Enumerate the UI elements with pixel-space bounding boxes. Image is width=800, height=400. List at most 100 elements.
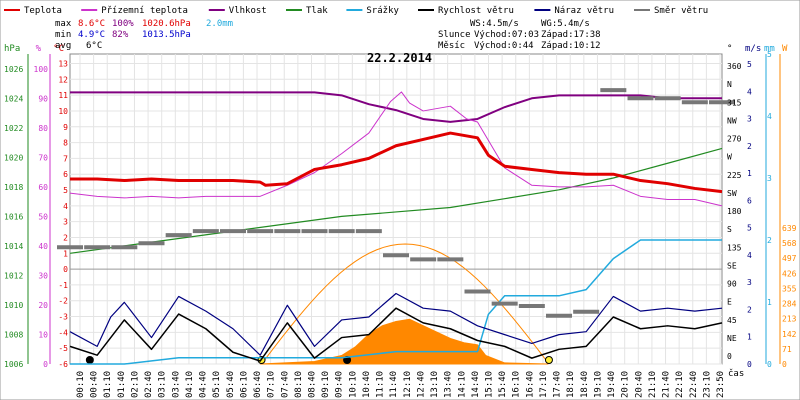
temp-tick-label: 12 xyxy=(58,75,68,84)
ms-tick-label: 4 xyxy=(747,87,752,96)
hum-tick-label: 0 xyxy=(43,360,48,369)
temp-tick-label: 11 xyxy=(58,91,68,100)
temp-tick-label: 9 xyxy=(63,123,68,132)
x-tick-label: 00:40 xyxy=(90,371,100,398)
x-tick-label: 23:50 xyxy=(716,371,726,398)
ms-tick-label: 2 xyxy=(747,142,752,151)
stats-avg-label: avg xyxy=(55,41,71,51)
sun-label: Slunce xyxy=(438,30,471,40)
sunset-marker xyxy=(544,356,553,364)
hum-tick-label: 80 xyxy=(38,124,48,133)
x-tick-label: 16:10 xyxy=(512,371,522,398)
temp-tick-label: -5 xyxy=(58,344,68,353)
sun-rise: Východ:07:03 xyxy=(474,30,539,40)
hum-tick-label: 90 xyxy=(38,94,48,103)
temp-tick-label: 8 xyxy=(63,139,68,148)
hum-tick-label: 50 xyxy=(38,212,48,221)
hpa-tick-label: 1022 xyxy=(4,124,23,133)
dir-tick-label: 135 xyxy=(727,243,742,252)
x-tick-label: 20:10 xyxy=(621,371,631,398)
stats-min-temp: 4.9°C xyxy=(78,30,105,40)
x-tick-label: 21:40 xyxy=(662,371,672,398)
x-tick-label: 09:10 xyxy=(321,371,331,398)
moon-rise: Východ:0:44 xyxy=(474,41,534,51)
mm-axis-label: mm xyxy=(764,44,775,54)
w-tick-label: 426 xyxy=(782,269,797,278)
x-tick-label: 13:40 xyxy=(444,371,454,398)
ms-tick-label: 4 xyxy=(747,251,752,260)
ms-tick-label: 2 xyxy=(747,305,752,314)
x-tick-label: 01:40 xyxy=(117,371,127,398)
x-tick-label: 12:40 xyxy=(416,371,426,398)
temp-tick-label: 13 xyxy=(58,59,68,68)
x-tick-label: 21:10 xyxy=(648,371,658,398)
dir-tick-label: N xyxy=(727,80,732,89)
stats-max-temp: 8.6°C xyxy=(78,19,105,29)
temp-tick-label: -2 xyxy=(58,297,68,306)
x-tick-label: 10:40 xyxy=(362,371,372,398)
temp-tick-label: -6 xyxy=(58,360,68,369)
ms-tick-label: 3 xyxy=(747,115,752,124)
x-tick-label: 10:10 xyxy=(348,371,358,398)
solar-radiation-area xyxy=(260,318,549,365)
x-tick-label: 11:10 xyxy=(376,371,386,398)
x-tick-label: 03:40 xyxy=(171,371,181,398)
legend-label: Teplota xyxy=(24,6,62,16)
temp-axis-label: °C xyxy=(53,44,64,54)
humidity-line xyxy=(70,91,722,123)
x-tick-label: 05:40 xyxy=(226,371,236,398)
x-tick-label: 15:10 xyxy=(485,371,495,398)
ms-tick-label: 5 xyxy=(747,60,752,69)
rain-line xyxy=(70,239,722,365)
hpa-tick-label: 1010 xyxy=(4,301,23,310)
hum-tick-label: 70 xyxy=(38,153,48,162)
w-tick-label: 71 xyxy=(782,345,792,354)
hpa-tick-label: 1026 xyxy=(4,65,23,74)
x-tick-label: 01:10 xyxy=(103,371,113,398)
x-tick-label: 05:10 xyxy=(212,371,222,398)
dir-tick-label: SW xyxy=(727,189,737,198)
dir-tick-label: NE xyxy=(727,334,737,343)
series-lines xyxy=(57,88,735,365)
dir-axis-label: ° xyxy=(727,44,732,54)
mm-tick-label: 2 xyxy=(767,236,772,245)
x-tick-label: 07:40 xyxy=(280,371,290,398)
w-tick-label: 213 xyxy=(782,315,797,324)
axes: 00:10 00:40 01:10 01:40 02:10 02:40 03:10 03:40… xyxy=(4,44,797,398)
dir-tick-label: 90 xyxy=(727,280,737,289)
wind-speed-line xyxy=(69,307,723,362)
temp-tick-label: 10 xyxy=(58,107,68,116)
legend: Teplota Přízemní teplota Vlhkost Tlak Srážky… xyxy=(4,6,708,16)
x-tick-label: 14:40 xyxy=(471,371,481,398)
w-tick-label: 142 xyxy=(782,330,797,339)
hum-tick-label: 60 xyxy=(38,183,48,192)
x-tick-label: 02:40 xyxy=(144,371,154,398)
hpa-axis-label: hPa xyxy=(4,44,20,54)
x-axis-label: čas xyxy=(728,368,744,379)
legend-label: Srážky xyxy=(366,6,399,16)
temp-tick-label: -3 xyxy=(58,313,68,322)
hum-tick-label: 10 xyxy=(38,330,48,339)
dir-tick-label: 0 xyxy=(727,352,732,361)
ms-tick-label: 5 xyxy=(747,224,752,233)
ms-tick-label: 6 xyxy=(747,196,752,205)
mm-tick-label: 4 xyxy=(767,112,772,121)
x-tick-label: 02:10 xyxy=(130,371,140,398)
wind-gust-line xyxy=(69,292,723,356)
x-tick-label: 07:10 xyxy=(267,371,277,398)
dir-tick-label: 360 xyxy=(727,62,742,71)
temperature-line xyxy=(70,131,723,194)
temp-tick-label: 2 xyxy=(63,233,68,242)
mm-tick-label: 0 xyxy=(767,360,772,369)
hpa-tick-label: 1020 xyxy=(4,153,23,162)
hum-axis-label: % xyxy=(36,44,42,54)
pressure-line xyxy=(69,147,723,254)
w-axis-label: W xyxy=(782,44,788,54)
ms-tick-label: 1 xyxy=(747,333,752,342)
legend-label: Náraz větru xyxy=(554,6,614,16)
ms-tick-label: 3 xyxy=(747,278,752,287)
mm-tick-label: 5 xyxy=(767,50,772,59)
hpa-tick-label: 1014 xyxy=(4,242,23,251)
solar-area xyxy=(260,318,549,365)
w-tick-label: 497 xyxy=(782,254,797,263)
